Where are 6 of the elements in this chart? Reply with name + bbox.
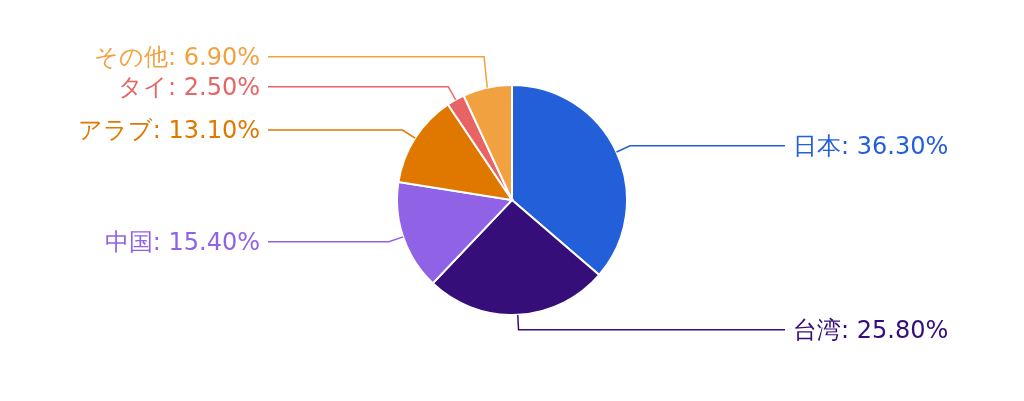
slice-label: タイ: 2.50% bbox=[118, 72, 260, 101]
slice-label: アラブ: 13.10% bbox=[77, 116, 260, 144]
slice-label: 日本: 36.30% bbox=[793, 131, 949, 160]
slice-label: 台湾: 25.80% bbox=[793, 315, 949, 344]
slice-label: その他: 6.90% bbox=[94, 42, 260, 71]
slice-label: 中国: 15.40% bbox=[104, 227, 260, 256]
